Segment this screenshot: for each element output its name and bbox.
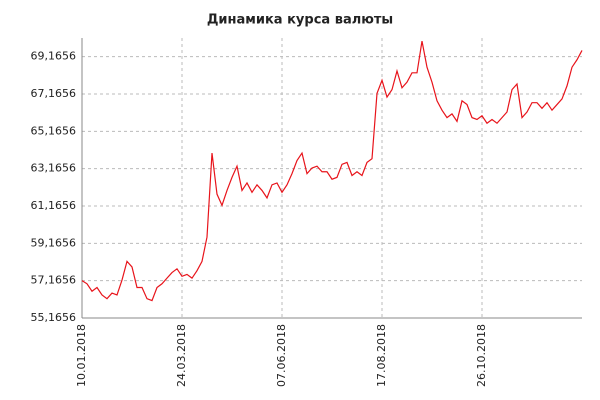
data-line (81, 40, 583, 302)
x-tick-label: 10.01.2018 (75, 324, 88, 387)
y-tick-label: 55,1656 (31, 311, 77, 324)
x-tick-label: 07.06.2018 (275, 324, 288, 387)
x-tick-label: 26.10.2018 (475, 324, 488, 387)
y-tick-label: 65,1656 (31, 124, 77, 137)
y-tick-label: 61,1656 (31, 199, 77, 212)
x-tick-label: 24.03.2018 (175, 324, 188, 387)
x-tick-label: 17.08.2018 (375, 324, 388, 387)
y-tick-label: 59,1656 (31, 236, 77, 249)
y-tick-label: 67,1656 (31, 87, 77, 100)
y-tick-label: 57,1656 (31, 274, 77, 287)
chart-title: Динамика курса валюты (207, 13, 393, 28)
y-tick-label: 69,1656 (31, 50, 77, 63)
y-tick-label: 63,1656 (31, 162, 77, 175)
